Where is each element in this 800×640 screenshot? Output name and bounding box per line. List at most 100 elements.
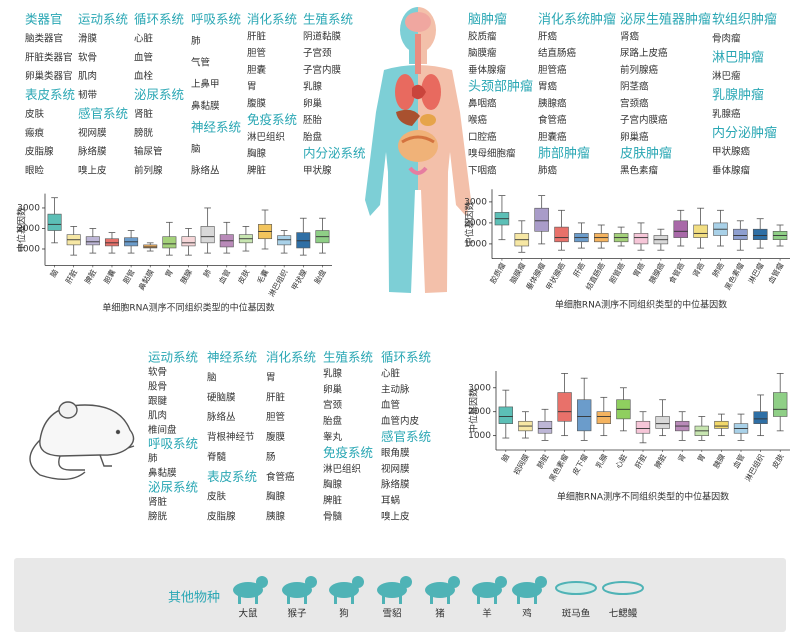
- list-item: 胸腺: [323, 479, 343, 491]
- list-item: 血管内皮: [381, 415, 420, 427]
- box: [752, 228, 768, 240]
- icon-head: [535, 576, 547, 588]
- list-item: 淋巴组织: [247, 131, 285, 143]
- x-tick-label: 心脏: [613, 452, 629, 470]
- box: [534, 207, 549, 232]
- species-label: 雪貂: [382, 608, 401, 620]
- y-tick-label: 2000: [17, 224, 40, 234]
- icon-leg: [534, 595, 537, 604]
- x-tick-label: 甲状腺癌: [543, 260, 567, 291]
- list-item: 脑膜瘤: [468, 47, 497, 59]
- list-item: 脉络膜: [381, 479, 410, 491]
- list-item: 胎盘: [323, 415, 343, 427]
- icon-head: [495, 576, 507, 588]
- icon-head: [305, 576, 317, 588]
- human-figure: [365, 7, 471, 293]
- list-item: 卵巢: [303, 97, 323, 109]
- list-item: 肠: [266, 452, 276, 463]
- list-item: 气管: [191, 57, 210, 69]
- group-title: 呼吸系统: [148, 436, 198, 451]
- box: [47, 213, 62, 231]
- x-tick-label: 胃: [163, 268, 175, 279]
- species-icon: [329, 576, 364, 604]
- list-item: 垂体腺瘤: [468, 64, 507, 76]
- box: [733, 228, 748, 240]
- icon-leg: [477, 595, 480, 604]
- x-tick-label: 皮下瘤: [570, 452, 590, 477]
- list-item: 肌肉: [148, 409, 167, 421]
- list-item: 肝癌: [538, 30, 558, 42]
- box: [277, 235, 292, 246]
- x-tick-label: 淋巴组织: [266, 267, 290, 298]
- icon-leg: [494, 595, 497, 604]
- group-title: 泌尿生殖器肿瘤: [620, 12, 711, 28]
- group-title: 软组织肿瘤: [712, 12, 777, 28]
- list-item: 肺: [191, 36, 201, 47]
- box: [633, 233, 649, 245]
- list-item: 皮脂腺: [207, 511, 236, 523]
- x-tick-label: 胆管癌: [607, 260, 627, 285]
- y-axis-label: 中位基因数: [464, 201, 476, 246]
- group-title: 消化系统: [247, 12, 297, 27]
- box: [693, 224, 708, 238]
- icon-body: [472, 582, 502, 598]
- x-tick-label: 胰腺癌: [646, 260, 666, 285]
- y-tick-label: 3000: [468, 383, 491, 393]
- box: [143, 244, 158, 249]
- list-item: 脉络丛: [207, 411, 236, 423]
- list-item: 子宫颈: [303, 47, 332, 59]
- list-item: 皮脂腺: [25, 146, 54, 158]
- list-item: 心脏: [381, 367, 401, 379]
- x-tick-label: 肝脏: [632, 452, 648, 470]
- x-tick-label: 乳腺: [593, 452, 609, 470]
- list-item: 胃: [266, 372, 276, 383]
- list-item: 视网膜: [381, 463, 410, 475]
- icon-leg: [399, 595, 402, 604]
- x-tick-label: 肝脏: [63, 267, 79, 285]
- icon-body: [512, 582, 542, 598]
- group-title: 乳腺肿瘤: [712, 87, 764, 103]
- list-item: 血管: [134, 51, 153, 63]
- x-tick-label: 胃: [696, 453, 708, 464]
- group-title: 免疫系统: [323, 445, 373, 460]
- x-tick-label: 胰腺: [711, 452, 727, 470]
- group-title: 头颈部肿瘤: [468, 79, 533, 95]
- species-label: 猪: [435, 608, 445, 620]
- x-tick-label: 脑膜瘤: [507, 260, 527, 285]
- list-item: 阴道黏膜: [303, 30, 342, 42]
- species-icon: [233, 576, 268, 604]
- list-item: 耳蜗: [381, 496, 400, 507]
- box: [554, 226, 569, 243]
- list-item: 皮肤: [207, 491, 227, 503]
- species-icon: [512, 576, 547, 604]
- list-item: 硬脑膜: [207, 391, 236, 403]
- x-axis-label: 单细胞RNA测序不同组织类型的中位基因数: [555, 299, 727, 311]
- list-item: 胶质瘤: [468, 30, 497, 42]
- list-item: 睾丸: [323, 431, 343, 443]
- mouse-drawing: [29, 401, 135, 480]
- list-item: 食管癌: [538, 114, 567, 126]
- list-item: 口腔癌: [468, 131, 497, 143]
- list-item: 肝脏类器官: [25, 51, 73, 63]
- list-item: 眼睑: [25, 165, 45, 177]
- list-item: 鼻黏膜: [191, 100, 220, 112]
- x-tick-label: 食管癌: [666, 260, 686, 285]
- list-item: 胰腺癌: [538, 97, 567, 109]
- group-title: 生殖系统: [303, 12, 353, 27]
- list-item: 视网膜: [78, 127, 107, 139]
- species-label: 狗: [339, 608, 349, 620]
- x-tick-label: 脑: [48, 267, 61, 279]
- list-item: 前列腺: [134, 165, 163, 177]
- list-item: 眼角膜: [381, 447, 410, 459]
- group-title: 呼吸系统: [191, 12, 241, 27]
- list-item: 脾脏: [323, 495, 343, 507]
- group-title: 类器官: [25, 12, 63, 27]
- x-tick-label: 脑: [499, 452, 512, 464]
- list-item: 淋巴组织: [323, 463, 361, 475]
- y-tick-label: 1000: [17, 244, 40, 254]
- list-item: 卵巢癌: [620, 131, 649, 143]
- list-item: 卵巢类器官: [25, 70, 73, 82]
- list-item: 主动脉: [381, 383, 410, 395]
- group-title: 泌尿系统: [148, 480, 198, 495]
- list-item: 胎盘: [303, 131, 323, 143]
